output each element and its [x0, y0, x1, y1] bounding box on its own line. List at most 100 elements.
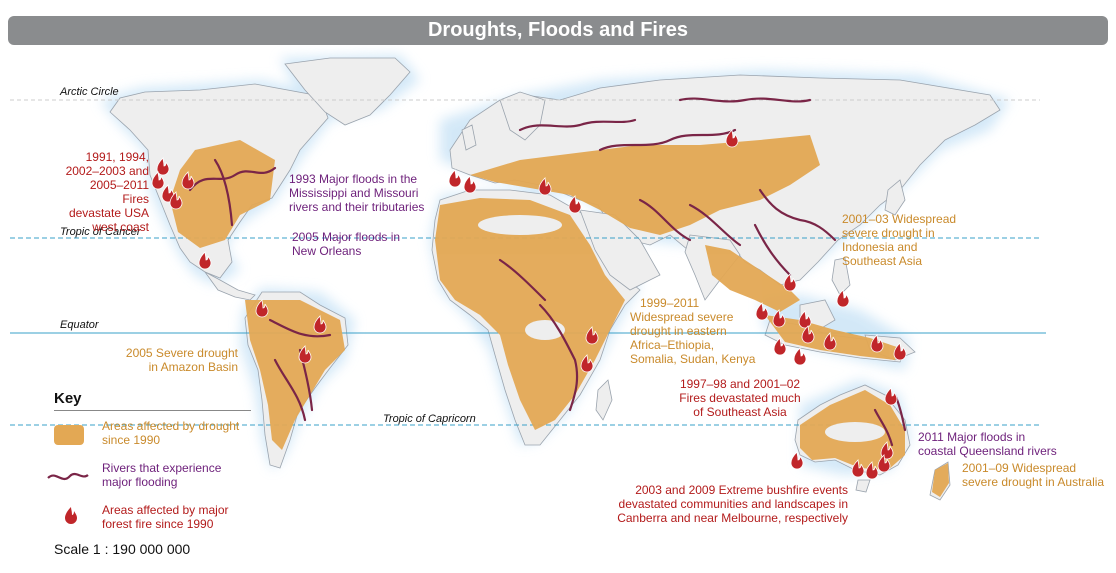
river-swatch — [47, 472, 89, 481]
fire-icon — [823, 332, 837, 351]
annotation-line: 1997–98 and 2001–02 — [679, 377, 801, 391]
key-line: since 1990 — [102, 433, 161, 447]
philippines — [831, 257, 851, 296]
fire-icon — [801, 325, 815, 344]
new-orleans-floods-annotation: 2005 Major floods in New Orleans — [292, 230, 400, 258]
amazon-drought-annotation: 2005 Severe drought in Amazon Basin — [120, 346, 238, 374]
fire-icon — [568, 195, 582, 214]
annotation-line: devastate USA — [68, 206, 149, 220]
queensland-floods-annotation: 2011 Major floods in coastal Queensland … — [918, 430, 1057, 458]
fire-icon — [870, 334, 884, 353]
key-line: Rivers that experience — [102, 461, 222, 475]
central-america — [204, 271, 256, 301]
annotation-line: 2001–03 Widespread — [842, 212, 957, 226]
annotation-line: 2005 Severe drought — [125, 346, 238, 360]
annotation-line: 2005 Major floods in — [292, 230, 401, 244]
annotation-line: 2005–2011 Fires — [89, 178, 149, 206]
annotation-line: 1991, 1994, — [85, 150, 149, 164]
annotation-line: Southeast Asia — [842, 254, 923, 268]
key-line: Areas affected by major — [102, 503, 229, 517]
equator-label: Equator — [60, 319, 99, 331]
indonesia-drought-annotation: 2001–03 Widespread severe drought in Ind… — [842, 212, 956, 268]
fire-icon — [755, 302, 769, 321]
annotation-line: Africa–Ethiopia, — [630, 338, 715, 352]
fire-icon — [538, 177, 552, 196]
annotation-line: Somalia, Sudan, Kenya — [630, 352, 756, 366]
key-line: forest fire since 1990 — [102, 517, 214, 531]
key-drought-label: Areas affected by drought since 1990 — [102, 419, 239, 447]
scandinavia — [499, 91, 546, 141]
fire-icon — [169, 191, 183, 210]
madagascar — [595, 379, 613, 421]
annotation-line: Indonesia and — [842, 240, 918, 254]
fire-icon — [298, 345, 312, 364]
japan — [884, 179, 906, 216]
fire-icon — [725, 129, 739, 148]
key-title: Key — [54, 390, 82, 407]
annotation-line: New Orleans — [292, 244, 362, 258]
fire-icon — [313, 315, 327, 334]
fire-icon — [255, 299, 269, 318]
key-line: major flooding — [102, 475, 178, 489]
key-fire-label: Areas affected by major forest fire sinc… — [102, 503, 229, 531]
key-rivers-label: Rivers that experience major flooding — [102, 461, 221, 489]
uk — [461, 124, 477, 151]
arctic-circle-label: Arctic Circle — [60, 86, 119, 98]
fire-icon — [161, 184, 175, 203]
annotation-line: coastal Queensland rivers — [918, 444, 1057, 458]
east-africa-drought-annotation: 1999–2011 Widespread severe drought in e… — [630, 296, 755, 366]
map-scale: Scale 1 : 190 000 000 — [54, 541, 191, 557]
fire-icon — [884, 387, 898, 406]
annotation-line: Fires devastated much — [679, 391, 801, 405]
annotation-line: 2011 Major floods in — [918, 430, 1026, 444]
fire-icon — [772, 309, 786, 328]
fire-icon — [893, 342, 907, 361]
annotation-line: drought in eastern — [630, 324, 727, 338]
fire-icon — [865, 461, 879, 480]
tropic-of-cancer-label: Tropic of Cancer — [60, 226, 141, 238]
annotation-line: 2001–09 Widespread — [962, 461, 1077, 475]
annotation-line: severe drought in Australia — [962, 475, 1105, 489]
australia-drought-annotation: 2001–09 Widespread severe drought in Aus… — [962, 461, 1104, 489]
annotation-line: severe drought in — [842, 226, 935, 240]
annotation-line: Mississippi and Missouri — [289, 186, 419, 200]
annotation-line: 2003 and 2009 Extreme bushfire events — [635, 483, 848, 497]
se-asia-fires-annotation: 1997–98 and 2001–02 Fires devastated muc… — [672, 377, 808, 419]
drought-swatch — [54, 425, 84, 445]
fire-icon — [463, 175, 477, 194]
fire-icon — [877, 454, 891, 473]
key-line: Areas affected by drought — [102, 419, 240, 433]
annotation-line: 2002–2003 and — [65, 164, 149, 178]
fire-icon — [585, 326, 599, 345]
annotation-line: of Southeast Asia — [693, 405, 787, 419]
fire-icon — [198, 251, 212, 270]
fire-icon — [448, 169, 462, 188]
fire-icon — [151, 171, 165, 190]
usa-fires-annotation: 1991, 1994, 2002–2003 and 2005–2011 Fire… — [60, 150, 149, 234]
fire-icon — [783, 273, 797, 292]
fire-icon — [181, 171, 195, 190]
fire-icon — [773, 337, 787, 356]
key-divider — [54, 410, 251, 411]
annotation-line: Widespread severe — [630, 310, 734, 324]
fire-icon — [793, 347, 807, 366]
fire-icon — [65, 507, 77, 524]
annotation-line: Canberra and near Melbourne, respectivel… — [617, 511, 848, 525]
fire-icon — [156, 157, 170, 176]
tropic-of-capricorn-label: Tropic of Capricorn — [383, 413, 476, 425]
annotation-line: 1999–2011 — [640, 296, 700, 310]
fire-icon — [836, 289, 850, 308]
annotation-line: devastated communities and landscapes in — [618, 497, 848, 511]
fire-icon — [580, 354, 594, 373]
fire-icon — [798, 310, 812, 329]
fire-markers — [151, 129, 907, 480]
fire-icon — [790, 451, 804, 470]
tasmania — [855, 479, 871, 493]
annotation-line: in Amazon Basin — [148, 360, 238, 374]
key-symbols — [47, 425, 89, 524]
bushfires-annotation: 2003 and 2009 Extreme bushfire events de… — [598, 483, 848, 525]
fire-icon — [851, 459, 865, 478]
map-title: Droughts, Floods and Fires — [8, 16, 1108, 45]
annotation-line: rivers and their tributaries — [289, 200, 425, 214]
